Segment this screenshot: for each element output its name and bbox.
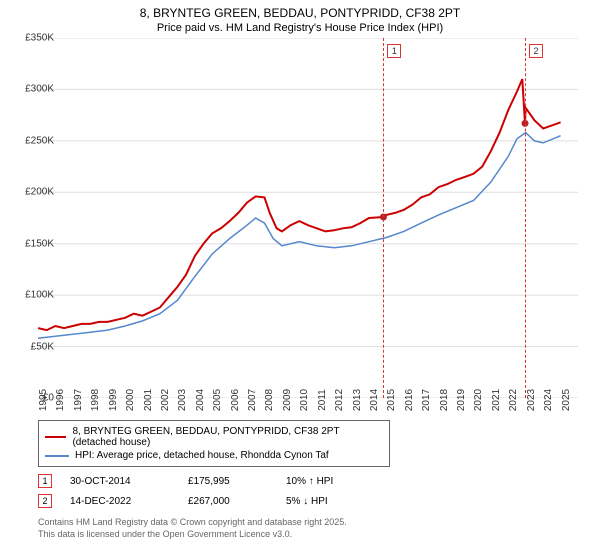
x-axis-label: 2007: [247, 389, 258, 411]
x-axis-label: 2015: [386, 389, 397, 411]
sale-marker-box: 1: [387, 44, 401, 58]
chart-area: £0£50K£100K£150K£200K£250K£300K£350K 199…: [38, 38, 598, 414]
legend-item: 8, BRYNTEG GREEN, BEDDAU, PONTYPRIDD, CF…: [45, 425, 383, 449]
x-axis-label: 2006: [230, 389, 241, 411]
legend-swatch: [45, 436, 66, 438]
x-axis-label: 2025: [561, 389, 572, 411]
footer: Contains HM Land Registry data © Crown c…: [38, 517, 590, 540]
sales-delta: 5% ↓ HPI: [286, 496, 366, 507]
sale-marker-line: [525, 38, 526, 398]
x-axis-label: 1998: [90, 389, 101, 411]
x-axis-label: 2011: [317, 389, 328, 411]
x-axis-label: 1996: [55, 389, 66, 411]
legend-label: 8, BRYNTEG GREEN, BEDDAU, PONTYPRIDD, CF…: [72, 426, 383, 448]
sales-marker: 2: [38, 494, 52, 508]
sales-price: £175,995: [188, 476, 268, 487]
x-axis-label: 2022: [508, 389, 519, 411]
x-axis-label: 2020: [473, 389, 484, 411]
sales-price: £267,000: [188, 496, 268, 507]
x-axis-label: 2005: [212, 389, 223, 411]
x-axis-label: 2017: [421, 389, 432, 411]
y-axis-label: £150K: [25, 238, 54, 249]
y-axis-label: £350K: [25, 33, 54, 44]
x-axis-label: 2023: [526, 389, 537, 411]
series-hpi: [38, 133, 561, 339]
series-property: [38, 79, 561, 330]
sales-date: 14-DEC-2022: [70, 496, 170, 507]
y-axis-label: £100K: [25, 290, 54, 301]
x-axis-label: 2008: [264, 389, 275, 411]
line-chart: [38, 38, 578, 398]
sales-table: 1 30-OCT-2014 £175,995 10% ↑ HPI 2 14-DEC-202…: [38, 471, 590, 511]
x-axis-label: 2002: [160, 389, 171, 411]
sales-row: 1 30-OCT-2014 £175,995 10% ↑ HPI: [38, 471, 590, 491]
legend: 8, BRYNTEG GREEN, BEDDAU, PONTYPRIDD, CF…: [38, 420, 390, 467]
x-axis-label: 2009: [282, 389, 293, 411]
y-axis-label: £50K: [31, 341, 54, 352]
x-axis-label: 2012: [334, 389, 345, 411]
x-axis-label: 2024: [543, 389, 554, 411]
legend-item: HPI: Average price, detached house, Rhon…: [45, 449, 383, 462]
sales-delta: 10% ↑ HPI: [286, 476, 366, 487]
sales-row: 2 14-DEC-2022 £267,000 5% ↓ HPI: [38, 491, 590, 511]
x-axis-label: 2021: [491, 389, 502, 411]
footer-line1: Contains HM Land Registry data © Crown c…: [38, 517, 590, 529]
chart-title-line1: 8, BRYNTEG GREEN, BEDDAU, PONTYPRIDD, CF…: [0, 0, 600, 22]
legend-label: HPI: Average price, detached house, Rhon…: [75, 450, 329, 461]
sale-marker-box: 2: [529, 44, 543, 58]
legend-swatch: [45, 455, 69, 457]
sales-date: 30-OCT-2014: [70, 476, 170, 487]
sale-marker-line: [383, 38, 384, 398]
sales-marker: 1: [38, 474, 52, 488]
x-axis-label: 1997: [73, 389, 84, 411]
y-axis-label: £200K: [25, 187, 54, 198]
x-axis-label: 2019: [456, 389, 467, 411]
x-axis-label: 1999: [108, 389, 119, 411]
x-axis-label: 2001: [143, 389, 154, 411]
x-axis-label: 1995: [38, 389, 49, 411]
y-axis-label: £300K: [25, 84, 54, 95]
x-axis-label: 2003: [177, 389, 188, 411]
footer-line2: This data is licensed under the Open Gov…: [38, 529, 590, 541]
y-axis-label: £250K: [25, 135, 54, 146]
x-axis-label: 2000: [125, 389, 136, 411]
x-axis-label: 2010: [299, 389, 310, 411]
x-axis-label: 2014: [369, 389, 380, 411]
chart-title-line2: Price paid vs. HM Land Registry's House …: [0, 22, 600, 38]
x-axis-label: 2013: [352, 389, 363, 411]
x-axis-label: 2004: [195, 389, 206, 411]
x-axis-label: 2018: [439, 389, 450, 411]
x-axis-label: 2016: [404, 389, 415, 411]
